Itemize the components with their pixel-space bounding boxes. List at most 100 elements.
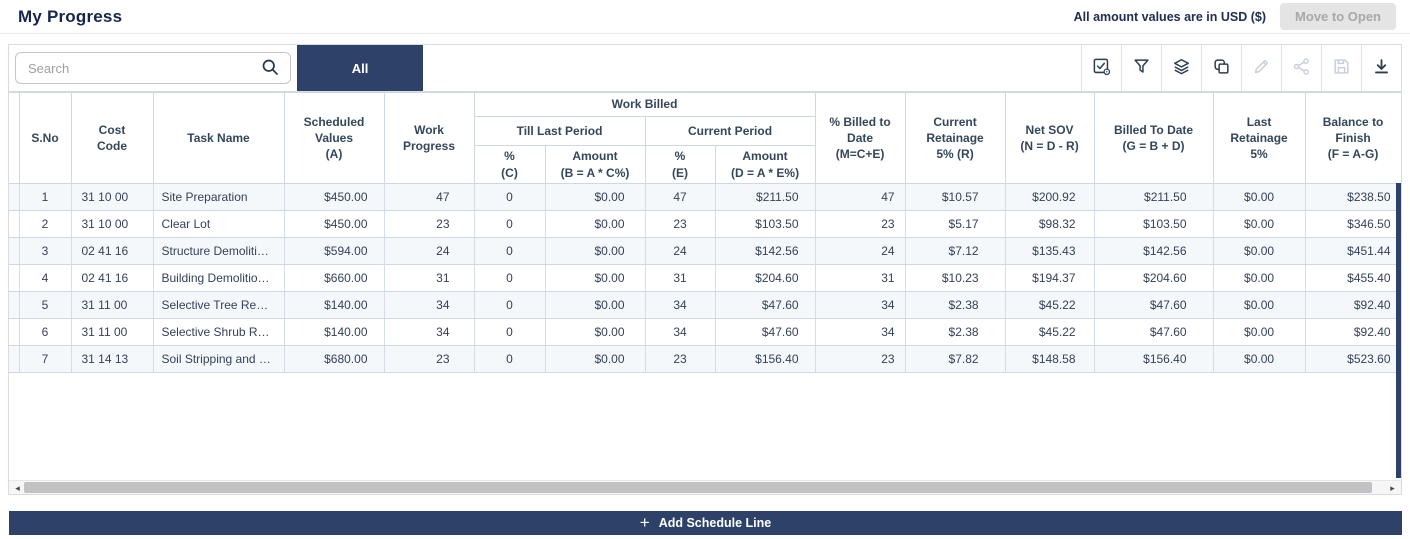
cell-task-name[interactable]: Site Preparation <box>153 183 285 211</box>
cell-cost-code[interactable]: 02 41 16 <box>71 237 154 265</box>
table-row[interactable]: 5 31 11 00 Selective Tree Removal $140.00 34… <box>9 291 1401 319</box>
cell-billed-to-date[interactable]: $156.40 <box>1094 345 1214 373</box>
cell-amount-b[interactable]: $0.00 <box>545 210 646 238</box>
cell-amount-d[interactable]: $156.40 <box>715 345 816 373</box>
table-row[interactable]: 6 31 11 00 Selective Shrub Remo... $140.00 3… <box>9 318 1401 346</box>
cell-cost-code[interactable]: 02 41 16 <box>71 264 154 292</box>
table-row[interactable]: 2 31 10 00 Clear Lot $450.00 23 0 $0.00 23 $103.… <box>9 210 1401 238</box>
filter-button[interactable] <box>1121 45 1161 91</box>
cell-task-name[interactable]: Selective Tree Removal <box>153 291 285 319</box>
save-button[interactable] <box>1321 45 1361 91</box>
cell-current-retainage[interactable]: $2.38 <box>905 291 1006 319</box>
cell-pct-c[interactable]: 0 <box>474 345 546 373</box>
table-row[interactable]: 1 31 10 00 Site Preparation $450.00 47 0 $0.00… <box>9 183 1401 211</box>
cell-pct-c[interactable]: 0 <box>474 291 546 319</box>
cell-last-retainage[interactable]: $0.00 <box>1213 264 1306 292</box>
horizontal-scrollbar[interactable]: ◂ ▸ <box>9 480 1401 494</box>
cell-amount-d[interactable]: $103.50 <box>715 210 816 238</box>
cell-balance-to-finish[interactable]: $92.40 <box>1305 291 1401 319</box>
cell-balance-to-finish[interactable]: $455.40 <box>1305 264 1401 292</box>
cell-billed-to-date[interactable]: $47.60 <box>1094 318 1214 346</box>
cell-pct-billed-to-date[interactable]: 23 <box>815 345 906 373</box>
cell-amount-b[interactable]: $0.00 <box>545 237 646 265</box>
edit-button[interactable] <box>1241 45 1281 91</box>
cell-scheduled-values[interactable]: $660.00 <box>284 264 385 292</box>
cell-scheduled-values[interactable]: $140.00 <box>284 318 385 346</box>
cell-balance-to-finish[interactable]: $346.50 <box>1305 210 1401 238</box>
export-button[interactable] <box>1361 45 1401 91</box>
add-schedule-line-button[interactable]: + Add Schedule Line <box>9 511 1402 535</box>
cell-net-sov[interactable]: $194.37 <box>1005 264 1095 292</box>
cell-cost-code[interactable]: 31 14 13 <box>71 345 154 373</box>
scroll-left-arrow-icon[interactable]: ◂ <box>15 482 20 493</box>
cell-billed-to-date[interactable]: $47.60 <box>1094 291 1214 319</box>
cell-cost-code[interactable]: 31 11 00 <box>71 291 154 319</box>
move-to-open-button[interactable]: Move to Open <box>1280 3 1396 30</box>
cell-net-sov[interactable]: $135.43 <box>1005 237 1095 265</box>
cell-pct-c[interactable]: 0 <box>474 210 546 238</box>
cell-amount-b[interactable]: $0.00 <box>545 291 646 319</box>
cell-pct-e[interactable]: 23 <box>645 210 716 238</box>
cell-task-name[interactable]: Building Demolition - ... <box>153 264 285 292</box>
search-button[interactable] <box>258 55 282 82</box>
cell-billed-to-date[interactable]: $204.60 <box>1094 264 1214 292</box>
cell-s-no[interactable]: 1 <box>19 183 72 211</box>
cell-current-retainage[interactable]: $10.57 <box>905 183 1006 211</box>
cell-net-sov[interactable]: $45.22 <box>1005 318 1095 346</box>
cell-cost-code[interactable]: 31 10 00 <box>71 183 154 211</box>
cell-last-retainage[interactable]: $0.00 <box>1213 345 1306 373</box>
cell-task-name[interactable]: Soil Stripping and Sto... <box>153 345 285 373</box>
cell-work-progress[interactable]: 23 <box>384 345 475 373</box>
cell-pct-e[interactable]: 34 <box>645 318 716 346</box>
copy-button[interactable] <box>1201 45 1241 91</box>
tab-all[interactable]: All <box>297 45 423 91</box>
cell-task-name[interactable]: Structure Demolition... <box>153 237 285 265</box>
scroll-right-arrow-icon[interactable]: ▸ <box>1390 482 1395 493</box>
search-input[interactable] <box>28 60 258 76</box>
cell-amount-d[interactable]: $47.60 <box>715 291 816 319</box>
cell-net-sov[interactable]: $45.22 <box>1005 291 1095 319</box>
cell-balance-to-finish[interactable]: $451.44 <box>1305 237 1401 265</box>
cell-pct-billed-to-date[interactable]: 24 <box>815 237 906 265</box>
cell-amount-d[interactable]: $47.60 <box>715 318 816 346</box>
cell-billed-to-date[interactable]: $211.50 <box>1094 183 1214 211</box>
cell-s-no[interactable]: 4 <box>19 264 72 292</box>
cell-last-retainage[interactable]: $0.00 <box>1213 210 1306 238</box>
cell-work-progress[interactable]: 31 <box>384 264 475 292</box>
cell-s-no[interactable]: 6 <box>19 318 72 346</box>
cell-amount-d[interactable]: $142.56 <box>715 237 816 265</box>
cell-billed-to-date[interactable]: $142.56 <box>1094 237 1214 265</box>
cell-amount-d[interactable]: $211.50 <box>715 183 816 211</box>
cell-pct-e[interactable]: 34 <box>645 291 716 319</box>
cell-amount-b[interactable]: $0.00 <box>545 183 646 211</box>
cell-net-sov[interactable]: $148.58 <box>1005 345 1095 373</box>
cell-amount-d[interactable]: $204.60 <box>715 264 816 292</box>
cell-s-no[interactable]: 5 <box>19 291 72 319</box>
cell-balance-to-finish[interactable]: $523.60 <box>1305 345 1401 373</box>
cell-pct-c[interactable]: 0 <box>474 183 546 211</box>
cell-work-progress[interactable]: 23 <box>384 210 475 238</box>
cell-work-progress[interactable]: 24 <box>384 237 475 265</box>
cell-pct-c[interactable]: 0 <box>474 318 546 346</box>
cell-s-no[interactable]: 2 <box>19 210 72 238</box>
check-items-button[interactable] <box>1081 45 1121 91</box>
cell-current-retainage[interactable]: $5.17 <box>905 210 1006 238</box>
cell-cost-code[interactable]: 31 10 00 <box>71 210 154 238</box>
cell-work-progress[interactable]: 34 <box>384 291 475 319</box>
search-box[interactable] <box>15 52 291 84</box>
cell-amount-b[interactable]: $0.00 <box>545 318 646 346</box>
cell-task-name[interactable]: Clear Lot <box>153 210 285 238</box>
cell-pct-billed-to-date[interactable]: 34 <box>815 318 906 346</box>
cell-last-retainage[interactable]: $0.00 <box>1213 183 1306 211</box>
cell-last-retainage[interactable]: $0.00 <box>1213 318 1306 346</box>
cell-pct-billed-to-date[interactable]: 47 <box>815 183 906 211</box>
cell-s-no[interactable]: 3 <box>19 237 72 265</box>
cell-scheduled-values[interactable]: $450.00 <box>284 183 385 211</box>
cell-net-sov[interactable]: $98.32 <box>1005 210 1095 238</box>
cell-last-retainage[interactable]: $0.00 <box>1213 237 1306 265</box>
horizontal-scrollbar-thumb[interactable] <box>24 482 1372 493</box>
cell-pct-e[interactable]: 47 <box>645 183 716 211</box>
cell-work-progress[interactable]: 47 <box>384 183 475 211</box>
table-row[interactable]: 3 02 41 16 Structure Demolition... $594.00 2… <box>9 237 1401 265</box>
cell-pct-c[interactable]: 0 <box>474 264 546 292</box>
